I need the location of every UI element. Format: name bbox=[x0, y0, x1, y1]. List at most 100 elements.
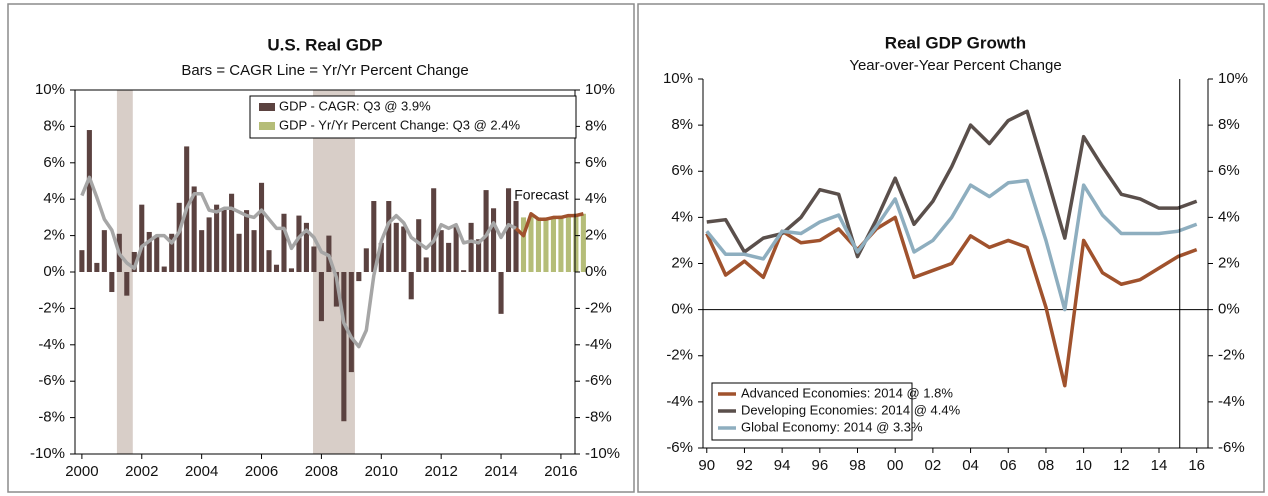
legend-swatch bbox=[259, 103, 275, 111]
bar bbox=[528, 215, 534, 272]
bar bbox=[288, 268, 295, 272]
bar bbox=[169, 233, 175, 272]
bar bbox=[303, 222, 309, 272]
x-tick-label: 2008 bbox=[305, 463, 338, 480]
bar bbox=[311, 246, 317, 272]
x-tick-label: 06 bbox=[1000, 457, 1017, 474]
y-tick-label: 4% bbox=[671, 208, 693, 225]
bar bbox=[79, 250, 85, 272]
x-tick-label: 2012 bbox=[424, 463, 457, 480]
bar bbox=[86, 130, 92, 272]
y2-tick-label: 8% bbox=[1218, 116, 1240, 133]
x-tick-label: 2004 bbox=[185, 463, 218, 480]
y2-tick-label: -2% bbox=[585, 299, 612, 316]
y2-tick-label: -6% bbox=[1218, 439, 1245, 456]
bar bbox=[281, 213, 287, 272]
bar bbox=[520, 217, 527, 272]
bar bbox=[244, 210, 250, 272]
y2-tick-label: 8% bbox=[585, 117, 607, 134]
bar bbox=[393, 222, 399, 272]
bar bbox=[266, 250, 272, 272]
bar bbox=[348, 272, 354, 373]
y-tick-label: -2% bbox=[666, 347, 693, 364]
legend-label: GDP - Yr/Yr Percent Change: Q3 @ 2.4% bbox=[279, 117, 520, 132]
y-tick-label: 8% bbox=[43, 117, 65, 134]
bar bbox=[580, 213, 586, 272]
data-line bbox=[705, 215, 1198, 388]
bar bbox=[513, 201, 519, 272]
x-tick-label: 14 bbox=[1151, 457, 1168, 474]
bar bbox=[251, 230, 257, 272]
bar bbox=[573, 213, 579, 272]
x-tick-label: 2010 bbox=[365, 463, 398, 480]
y-tick-label: -6% bbox=[38, 372, 65, 389]
bar bbox=[423, 257, 429, 272]
bar bbox=[558, 215, 564, 272]
x-tick-label: 96 bbox=[811, 457, 828, 474]
y-tick-label: -4% bbox=[666, 393, 693, 410]
y2-tick-label: -6% bbox=[585, 372, 612, 389]
bar bbox=[438, 230, 444, 272]
data-line bbox=[705, 178, 1198, 312]
data-line bbox=[80, 175, 517, 349]
y-tick-label: -2% bbox=[38, 299, 65, 316]
x-tick-label: 2016 bbox=[544, 463, 577, 480]
y2-tick-label: -4% bbox=[585, 336, 612, 353]
bar bbox=[161, 266, 167, 272]
y2-tick-label: 0% bbox=[1218, 301, 1240, 318]
x-tick-label: 02 bbox=[925, 457, 942, 474]
bar bbox=[258, 182, 265, 272]
bar bbox=[416, 219, 422, 272]
bar bbox=[363, 248, 369, 272]
bar bbox=[446, 242, 452, 272]
x-tick-label: 08 bbox=[1038, 457, 1055, 474]
bar bbox=[94, 262, 100, 272]
bar bbox=[491, 208, 497, 272]
x-tick-label: 10 bbox=[1075, 457, 1092, 474]
bar bbox=[401, 226, 407, 272]
y-tick-label: 10% bbox=[663, 70, 693, 87]
y-tick-label: -6% bbox=[666, 439, 693, 456]
bar bbox=[146, 231, 152, 272]
bar bbox=[468, 222, 474, 272]
bar bbox=[273, 264, 280, 272]
y2-tick-label: -2% bbox=[1218, 347, 1245, 364]
legend-label: Developing Economies: 2014 @ 4.4% bbox=[741, 402, 961, 417]
y2-tick-label: 2% bbox=[1218, 254, 1240, 271]
y2-tick-label: 6% bbox=[585, 154, 607, 171]
bar bbox=[565, 215, 571, 272]
bar bbox=[535, 217, 542, 272]
x-tick-label: 2002 bbox=[125, 463, 158, 480]
legend-label: Advanced Economies: 2014 @ 1.8% bbox=[741, 385, 953, 400]
y2-tick-label: -10% bbox=[585, 445, 620, 462]
y2-tick-label: 0% bbox=[585, 263, 607, 280]
bar bbox=[318, 272, 324, 322]
x-tick-label: 2014 bbox=[484, 463, 517, 480]
data-line bbox=[514, 212, 584, 238]
y-tick-label: 0% bbox=[43, 263, 65, 280]
y-tick-label: 0% bbox=[671, 301, 693, 318]
y-tick-label: -4% bbox=[38, 336, 65, 353]
y-tick-label: 4% bbox=[43, 190, 65, 207]
y-tick-label: 2% bbox=[43, 227, 65, 244]
bar bbox=[229, 193, 235, 272]
chart-title: Real GDP Growth bbox=[885, 33, 1026, 52]
legend-box bbox=[249, 95, 577, 139]
bar bbox=[236, 233, 242, 272]
legend-box bbox=[711, 382, 913, 441]
data-line bbox=[706, 109, 1198, 259]
bar bbox=[461, 270, 467, 272]
x-tick-label: 2000 bbox=[65, 463, 98, 480]
chart-subtitle: Bars = CAGR Line = Yr/Yr Percent Change bbox=[181, 62, 468, 79]
x-tick-label: 94 bbox=[774, 457, 791, 474]
y2-tick-label: -4% bbox=[1218, 393, 1245, 410]
x-tick-label: 00 bbox=[887, 457, 904, 474]
bar bbox=[408, 272, 414, 300]
y2-tick-label: 4% bbox=[585, 190, 607, 207]
annotation: Forecast bbox=[514, 186, 569, 202]
x-tick-label: 16 bbox=[1188, 457, 1205, 474]
bar bbox=[131, 251, 137, 272]
bar bbox=[498, 272, 504, 314]
bar bbox=[139, 204, 145, 272]
